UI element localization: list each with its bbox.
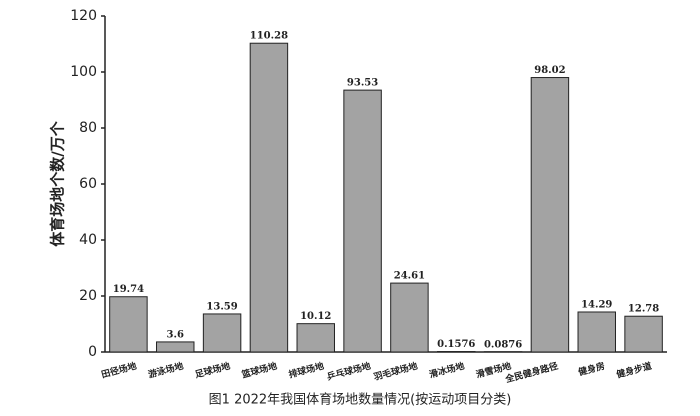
x-tick-label: 滑冰场地 xyxy=(428,360,466,381)
value-label: 0.0876 xyxy=(484,339,522,350)
bar xyxy=(390,282,429,353)
bar xyxy=(202,313,242,353)
value-label: 110.28 xyxy=(250,31,288,42)
value-label: 3.6 xyxy=(167,329,184,340)
x-tick-label: 排球场地 xyxy=(287,360,325,381)
bar xyxy=(156,341,195,353)
value-label: 10.12 xyxy=(300,311,331,322)
bar xyxy=(624,315,663,353)
y-axis-title: 体育场地个数/万个 xyxy=(49,120,67,246)
value-label: 93.53 xyxy=(347,78,378,89)
value-label: 12.78 xyxy=(628,304,659,315)
bar xyxy=(343,89,382,353)
y-tick-label: 40 xyxy=(79,232,97,248)
x-tick-label: 游泳场地 xyxy=(147,360,185,381)
x-tick-label: 篮球场地 xyxy=(239,360,278,381)
value-label: 98.02 xyxy=(534,65,565,76)
x-tick-label: 全民健身路径 xyxy=(503,360,559,386)
value-label: 14.29 xyxy=(581,299,612,310)
y-tick-label: 80 xyxy=(79,120,97,136)
x-tick-label: 健身房 xyxy=(577,360,606,379)
x-tick-label: 田径场地 xyxy=(100,360,138,381)
x-tick-label: 健身步道 xyxy=(615,360,653,381)
chart-caption: 图1 2022年我国体育场地数量情况(按运动项目分类) xyxy=(209,392,512,408)
x-tick-label: 羽毛球场地 xyxy=(372,360,419,383)
bar xyxy=(577,311,616,353)
y-tick-label: 100 xyxy=(70,64,97,80)
y-tick-label: 120 xyxy=(70,8,97,24)
y-tick-label: 0 xyxy=(88,344,97,360)
x-tick-label: 足球场地 xyxy=(194,360,232,381)
bar xyxy=(249,42,289,353)
bar xyxy=(530,77,570,353)
bar xyxy=(109,296,148,353)
x-tick-label: 乒乓球场地 xyxy=(325,360,372,383)
y-tick-label: 60 xyxy=(79,176,97,192)
value-label: 24.61 xyxy=(394,271,425,282)
bar xyxy=(296,323,335,353)
value-label: 0.1576 xyxy=(437,339,475,350)
y-tick-label: 20 xyxy=(79,288,97,304)
value-label: 13.59 xyxy=(206,301,237,312)
value-label: 19.74 xyxy=(113,284,144,295)
